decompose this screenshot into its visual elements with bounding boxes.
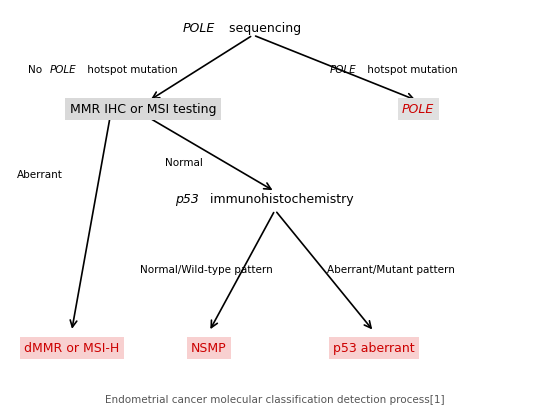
Text: hotspot mutation: hotspot mutation — [364, 65, 458, 75]
Text: Aberrant: Aberrant — [16, 170, 62, 180]
Text: MMR IHC or MSI testing: MMR IHC or MSI testing — [70, 103, 216, 116]
Text: POLE: POLE — [50, 65, 76, 75]
Text: p53 aberrant: p53 aberrant — [333, 342, 415, 355]
Text: immunohistochemistry: immunohistochemistry — [206, 193, 354, 206]
Text: NSMP: NSMP — [191, 342, 227, 355]
Text: hotspot mutation: hotspot mutation — [84, 65, 178, 75]
Text: Normal/Wild-type pattern: Normal/Wild-type pattern — [140, 265, 273, 275]
Text: POLE: POLE — [402, 103, 434, 116]
Text: No: No — [28, 65, 45, 75]
Text: dMMR or MSI-H: dMMR or MSI-H — [24, 342, 119, 355]
Text: Normal: Normal — [165, 158, 203, 168]
Text: Endometrial cancer molecular classification detection process[1]: Endometrial cancer molecular classificat… — [105, 395, 445, 405]
Text: POLE: POLE — [330, 65, 356, 75]
Text: Aberrant/Mutant pattern: Aberrant/Mutant pattern — [327, 265, 455, 275]
Text: sequencing: sequencing — [225, 22, 301, 35]
Text: POLE: POLE — [183, 22, 216, 35]
Text: p53: p53 — [175, 193, 199, 206]
